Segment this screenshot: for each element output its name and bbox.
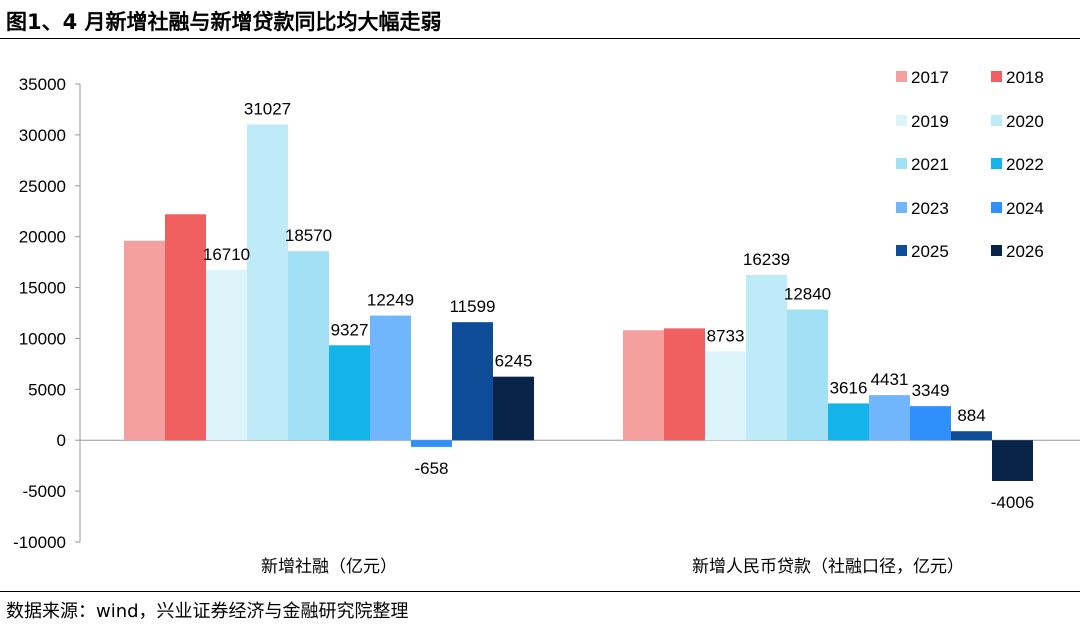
data-label: 6245 [495, 352, 533, 371]
data-label: 11599 [449, 297, 495, 316]
bar-2023-0 [370, 315, 411, 441]
y-tick-label: 30000 [19, 126, 66, 145]
legend-label: 2022 [1006, 155, 1044, 174]
legend: 2017 2018 2019 2020 2021 2022 2023 2024 2025 2026 [896, 68, 1044, 261]
chart-title: 图1、4 月新增社融与新增贷款同比均大幅走弱 [6, 10, 442, 34]
bar-2019-1 [705, 351, 746, 441]
data-label: -658 [414, 459, 448, 478]
bar-2024-0 [411, 440, 452, 447]
legend-label: 2019 [911, 112, 949, 131]
data-label: 9327 [331, 320, 369, 339]
legend-swatch [991, 202, 1002, 213]
legend-swatch [991, 115, 1002, 126]
legend-label: 2021 [911, 155, 949, 174]
y-tick-label: -5000 [23, 482, 66, 501]
data-label: 8733 [707, 326, 745, 345]
data-label: 884 [957, 406, 985, 425]
bar-2026-1 [992, 440, 1033, 481]
bar-2021-0 [288, 251, 329, 441]
data-label: 16239 [743, 250, 790, 269]
bar-2020-0 [247, 124, 288, 441]
y-tick-label: 25000 [19, 177, 66, 196]
legend-swatch [991, 158, 1002, 169]
bar-2026-0 [493, 376, 534, 441]
y-tick-label: 0 [57, 431, 66, 450]
bar-2025-1 [951, 431, 992, 441]
y-tick-label: 15000 [19, 279, 66, 298]
legend-label: 2026 [1006, 242, 1044, 261]
bar-2023-1 [869, 395, 910, 441]
data-label: 31027 [244, 99, 291, 118]
bar-2020-1 [746, 274, 787, 441]
y-tick-label: 10000 [19, 329, 66, 348]
bar-2017-1 [623, 330, 664, 441]
y-tick-label: 20000 [19, 228, 66, 247]
bar-2019-0 [206, 270, 247, 441]
data-label: 18570 [285, 226, 332, 245]
data-label: 12249 [367, 291, 414, 310]
data-label: 12840 [784, 285, 831, 304]
legend-swatch [991, 71, 1002, 82]
legend-label: 2025 [911, 242, 949, 261]
data-label: -4006 [991, 493, 1034, 512]
data-labels-group: 16710 8733 31027 16239 18570 12840 9327 3616 122… [203, 99, 1034, 512]
legend-label: 2017 [911, 68, 949, 87]
legend-label: 2018 [1006, 68, 1044, 87]
data-label: 16710 [203, 245, 250, 264]
legend-label: 2024 [1006, 199, 1044, 218]
y-tick-label: 35000 [19, 75, 66, 94]
bar-2022-1 [828, 403, 869, 441]
source-divider [0, 591, 1080, 592]
legend-swatch [896, 158, 907, 169]
x-category-label: 新增社融（亿元） [261, 557, 397, 576]
data-label: 4431 [871, 370, 909, 389]
bars-group [124, 124, 1033, 481]
source-note: 数据来源：wind，兴业证券经济与金融研究院整理 [6, 601, 409, 622]
legend-swatch [896, 202, 907, 213]
axes-group: -10000 -5000 0 5000 10000 15000 20000 25000 3000… [13, 75, 1080, 576]
legend-label: 2020 [1006, 112, 1044, 131]
title-divider [0, 38, 1080, 39]
x-category-label: 新增人民币贷款（社融口径，亿元） [692, 557, 964, 576]
y-tick-label: -10000 [13, 533, 66, 552]
bar-2021-1 [787, 309, 828, 441]
bar-2025-0 [452, 322, 493, 441]
bar-2024-1 [910, 406, 951, 441]
data-label: 3349 [912, 381, 950, 400]
bar-2022-0 [329, 345, 370, 441]
data-label: 3616 [830, 378, 868, 397]
legend-swatch [991, 245, 1002, 256]
bar-2018-1 [664, 328, 705, 441]
legend-swatch [896, 245, 907, 256]
legend-label: 2023 [911, 199, 949, 218]
legend-swatch [896, 115, 907, 126]
bar-2017-0 [124, 240, 165, 441]
y-tick-label: 5000 [28, 380, 66, 399]
bar-chart: -10000 -5000 0 5000 10000 15000 20000 25000 3000… [13, 68, 1080, 576]
bar-2018-0 [165, 214, 206, 441]
legend-swatch [896, 71, 907, 82]
